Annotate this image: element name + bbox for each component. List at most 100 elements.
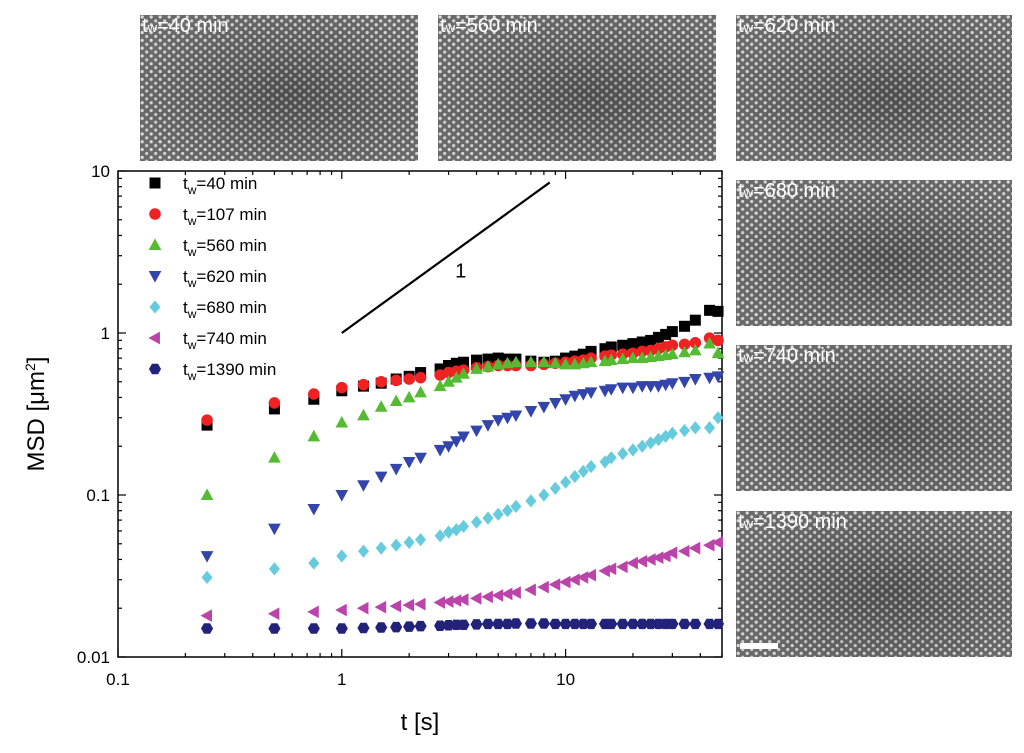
- legend: tw=40 min tw=107 min tw=560 min tw=620 min t…: [148, 174, 276, 383]
- data-point: [568, 390, 582, 403]
- data-point: [577, 348, 589, 360]
- x-tick-label: 10: [556, 670, 575, 689]
- data-point: [584, 355, 598, 368]
- data-point: [635, 554, 648, 568]
- series-tw-680: [201, 411, 724, 584]
- data-point: [433, 444, 447, 457]
- data-point: [605, 341, 617, 353]
- legend-marker: [149, 300, 161, 314]
- data-point: [537, 618, 550, 629]
- data-point: [510, 499, 522, 514]
- data-point: [268, 623, 281, 634]
- y-axis-label-close: ]: [23, 357, 50, 364]
- data-point: [568, 618, 581, 630]
- micrograph-label: tw=680 min: [738, 180, 836, 202]
- micrograph-tw-40: tw=40 min: [140, 15, 418, 161]
- data-point: [433, 379, 447, 392]
- legend-marker: [148, 238, 162, 250]
- data-point: [626, 556, 638, 570]
- micrograph-label: tw=560 min: [440, 15, 538, 37]
- data-point: [470, 362, 483, 374]
- data-point: [375, 375, 387, 388]
- data-point: [200, 488, 214, 500]
- data-series: [200, 304, 725, 634]
- data-point: [584, 568, 597, 582]
- data-point: [666, 378, 679, 390]
- series-tw-560: [200, 337, 725, 500]
- data-point: [471, 354, 483, 366]
- data-point: [678, 618, 691, 630]
- data-point: [627, 338, 639, 350]
- data-point: [711, 346, 725, 359]
- data-point: [689, 314, 701, 326]
- x-axis-label: t [s]: [401, 709, 440, 736]
- data-point: [375, 541, 387, 555]
- data-point: [665, 546, 678, 560]
- data-point: [704, 421, 716, 435]
- data-point: [201, 570, 213, 584]
- data-point: [402, 598, 415, 612]
- data-point: [442, 441, 455, 453]
- slope-guide: 1: [341, 181, 551, 334]
- data-point: [616, 618, 629, 630]
- data-point: [457, 619, 470, 631]
- data-point: [712, 411, 724, 425]
- y-axis-label: MSD [μm2]: [22, 357, 50, 472]
- data-point: [617, 447, 629, 461]
- data-point: [443, 525, 455, 539]
- data-point: [626, 382, 640, 395]
- data-point: [559, 357, 572, 370]
- data-point: [268, 397, 281, 409]
- data-point: [636, 618, 649, 630]
- data-point: [434, 620, 447, 631]
- data-point: [509, 586, 521, 599]
- micrograph-texture: [736, 511, 1012, 657]
- data-point: [537, 580, 549, 594]
- data-point: [537, 401, 551, 414]
- data-point: [357, 408, 370, 421]
- data-point: [652, 381, 665, 393]
- data-point: [491, 589, 504, 602]
- series-tw-740: [200, 536, 723, 622]
- data-point: [666, 326, 678, 338]
- data-point: [374, 400, 388, 412]
- data-point: [626, 351, 640, 364]
- data-point: [471, 515, 483, 529]
- data-point: [457, 367, 470, 379]
- legend-marker: [148, 363, 162, 375]
- data-point: [433, 596, 446, 609]
- y-tick-label: 10: [91, 162, 110, 181]
- data-point: [605, 618, 618, 630]
- data-point: [689, 343, 702, 356]
- data-point: [336, 381, 348, 394]
- data-point: [434, 363, 446, 375]
- data-point: [569, 469, 581, 484]
- legend-label: tw=560 min: [183, 236, 267, 259]
- data-point: [712, 305, 724, 317]
- data-point: [577, 464, 589, 478]
- data-point: [711, 536, 723, 549]
- legend-label: tw=107 min: [183, 205, 267, 228]
- data-point: [677, 544, 690, 558]
- data-point: [679, 320, 691, 332]
- data-point: [559, 394, 572, 406]
- data-point: [660, 328, 672, 340]
- data-point: [585, 618, 598, 630]
- series-tw-1390: [201, 618, 725, 634]
- data-point: [481, 420, 495, 432]
- axis-ticks: 0.1 1 10 0.01 0.1 1 10: [77, 162, 723, 689]
- data-point: [201, 623, 214, 634]
- data-point: [434, 529, 446, 543]
- data-point: [689, 421, 701, 435]
- data-point: [666, 618, 679, 630]
- data-point: [636, 439, 648, 453]
- micrograph-texture: [736, 180, 1012, 326]
- data-point: [481, 618, 495, 630]
- data-point: [711, 371, 725, 383]
- data-point: [201, 414, 213, 426]
- data-point: [525, 494, 537, 508]
- data-point: [470, 619, 483, 630]
- data-point: [375, 622, 388, 633]
- data-point: [390, 374, 402, 387]
- data-point: [678, 376, 691, 389]
